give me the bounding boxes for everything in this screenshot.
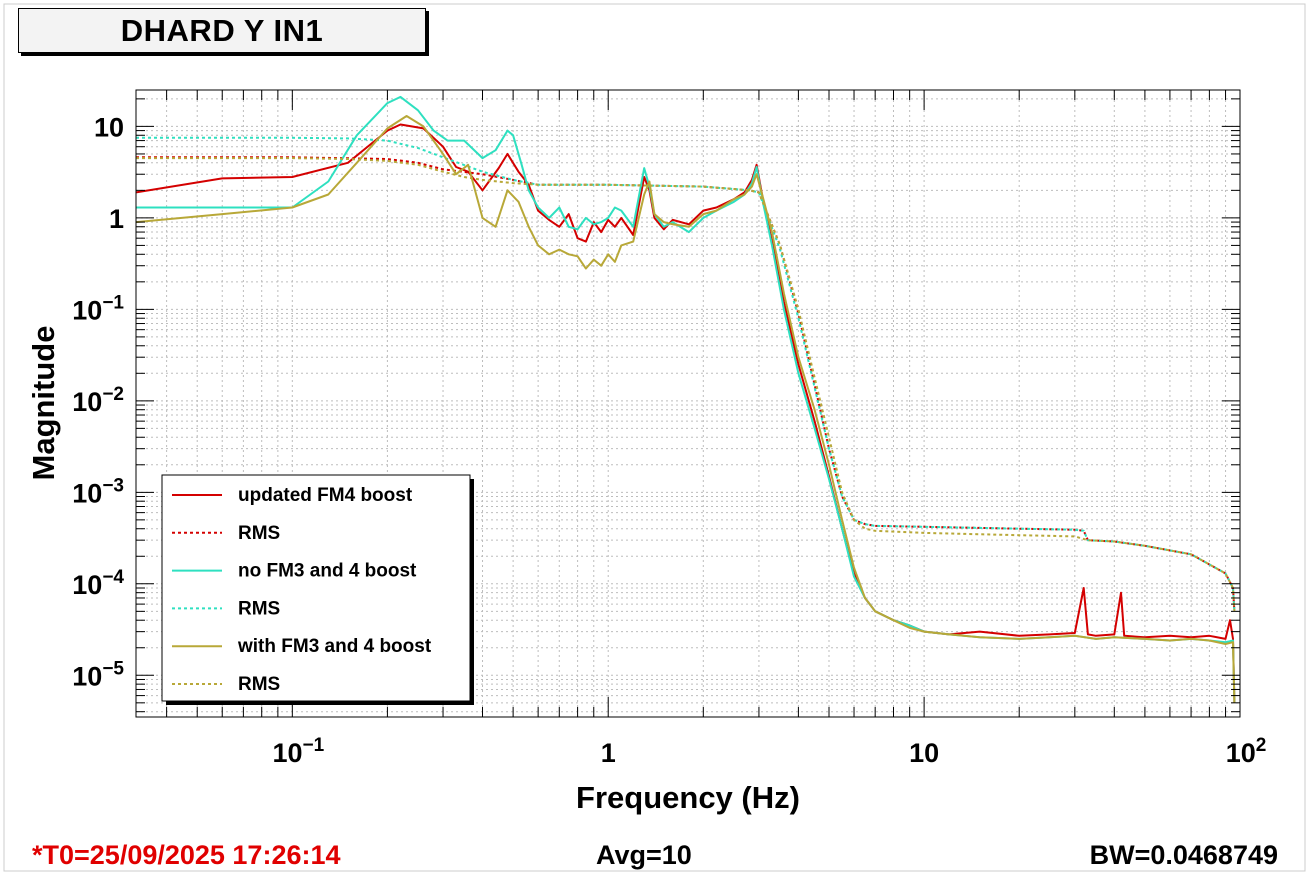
- legend-label: no FM3 and 4 boost: [238, 561, 417, 582]
- legend-label: RMS: [238, 674, 280, 695]
- legend-label: RMS: [238, 523, 280, 544]
- y-tick-label: 1: [109, 204, 124, 234]
- y-tick-label: 10−2: [72, 384, 124, 417]
- x-tick-label: 1: [601, 738, 616, 768]
- tick-labels: 10−1 1 10 102 10 1 10−1 10−2 10−3 10−4 10−5: [72, 112, 1266, 768]
- series-layer: [136, 95, 1236, 703]
- series-line-5: [136, 115, 1236, 703]
- legend: updated FM4 boost RMS no FM3 and 4 boost RM…: [161, 474, 474, 705]
- y-tick-label: 10−1: [72, 292, 124, 325]
- x-axis-label: Frequency (Hz): [576, 780, 800, 815]
- y-tick-label: 10: [94, 112, 124, 142]
- plot-title: DHARD Y IN1: [120, 12, 324, 48]
- series-line-2: [136, 156, 1236, 612]
- legend-label: RMS: [238, 598, 280, 619]
- y-tick-label: 10−3: [72, 475, 124, 508]
- legend-label: updated FM4 boost: [238, 485, 413, 506]
- x-tick-label: 10: [909, 738, 939, 768]
- y-axis-label: Magnitude: [26, 326, 61, 481]
- legend-box: [161, 474, 471, 702]
- x-tick-label: 10−1: [272, 735, 324, 768]
- y-tick-label: 10−5: [72, 658, 124, 691]
- y-tick-label: 10−4: [72, 567, 124, 600]
- series-line-4: [136, 136, 1236, 612]
- footer-averages: Avg=10: [596, 840, 692, 870]
- footer-bandwidth: BW=0.0468749: [1089, 840, 1278, 870]
- plot-area: [135, 89, 1241, 718]
- title-box: DHARD Y IN1: [18, 8, 426, 53]
- x-tick-label: 102: [1226, 735, 1267, 768]
- legend-label: with FM3 and 4 boost: [237, 636, 432, 657]
- axis-ticks: [136, 90, 1241, 717]
- footer-t0-timestamp: *T0=25/09/2025 17:26:14: [32, 840, 341, 870]
